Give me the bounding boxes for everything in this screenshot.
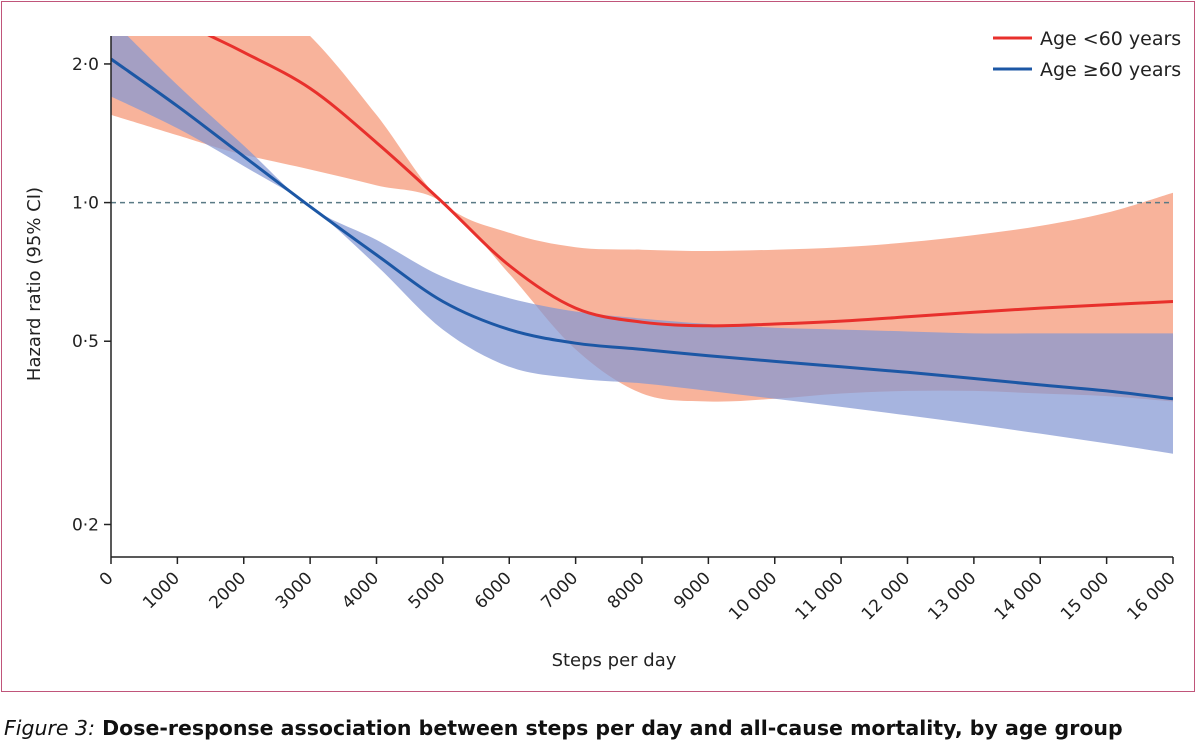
x-tick-label-16000: 16 000 (1123, 568, 1179, 624)
y-tick-label-0.5: 0·5 (72, 332, 99, 352)
x-axis-title: Steps per day (552, 650, 677, 671)
figure-frame: 0 1000 2000 3000 4000 5000 6000 7000 8000 9000 10 … (1, 1, 1195, 692)
x-tick-label-3000: 3000 (272, 568, 317, 613)
hr-line-under-60 (207, 36, 1173, 328)
x-tick-label-2000: 2000 (206, 568, 251, 613)
figure-label: Figure 3: (4, 716, 95, 740)
x-tick-label-10000: 10 000 (725, 568, 781, 624)
x-tick-label-14000: 14 000 (991, 568, 1047, 624)
x-tick-label-13000: 13 000 (924, 568, 980, 624)
figure-caption-text: Dose-response association between steps … (102, 716, 1123, 740)
x-tick-label-11000: 11 000 (791, 568, 847, 624)
y-tick-label-2: 2·0 (72, 55, 99, 75)
x-tick-label-5000: 5000 (405, 568, 450, 613)
x-tick-label-12000: 12 000 (858, 568, 914, 624)
dose-response-chart: 0 1000 2000 3000 4000 5000 6000 7000 8000 9000 10 … (24, 28, 1181, 671)
x-tick-label-6000: 6000 (471, 568, 516, 613)
legend-label-60-plus: Age ≥60 years (1040, 59, 1181, 81)
y-axis-title: Hazard ratio (95% CI) (24, 187, 45, 381)
x-tick-label-8000: 8000 (604, 568, 649, 613)
y-tick-label-1: 1·0 (72, 194, 99, 214)
figure-caption: Figure 3: Dose-response association betw… (4, 716, 1194, 740)
y-tick-label-0.2: 0·2 (72, 515, 99, 535)
x-tick-label-4000: 4000 (338, 568, 383, 613)
x-tick-label-0: 0 (96, 568, 118, 590)
x-tick-label-1000: 1000 (139, 568, 184, 613)
x-tick-label-9000: 9000 (670, 568, 715, 613)
legend: Age <60 years Age ≥60 years (993, 28, 1181, 81)
x-tick-label-7000: 7000 (537, 568, 582, 613)
ci-band-60-plus (111, 36, 1173, 454)
legend-label-under-60: Age <60 years (1040, 28, 1181, 50)
ci-band-under-60 (111, 36, 1173, 402)
hr-line-60-plus (111, 57, 1173, 401)
x-tick-label-15000: 15 000 (1057, 568, 1113, 624)
